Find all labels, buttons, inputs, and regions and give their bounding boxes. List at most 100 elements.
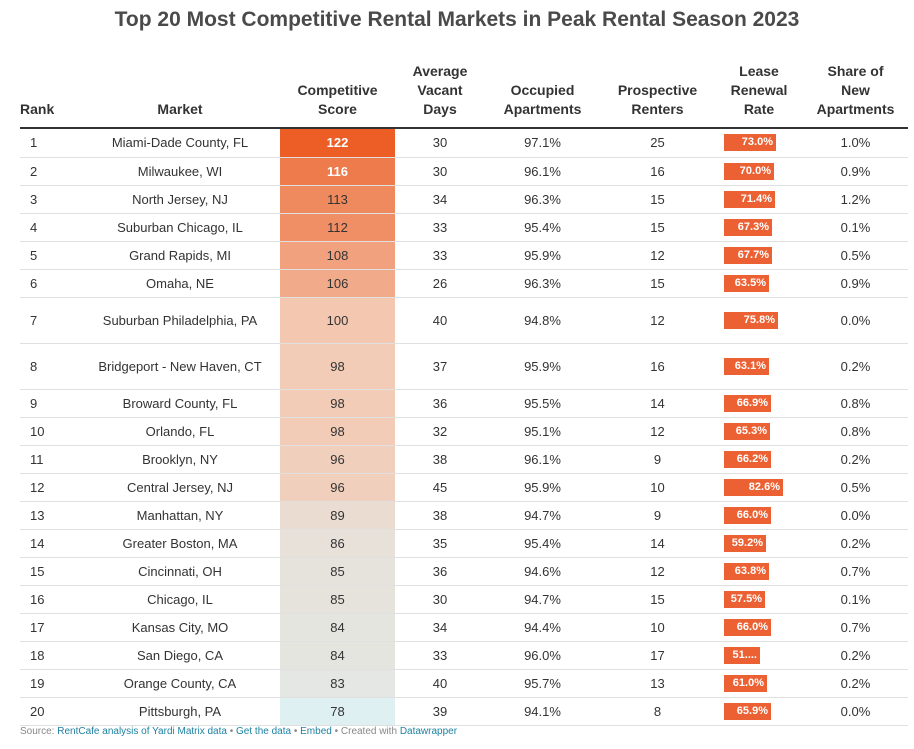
vacant-days-cell: 32 (395, 417, 485, 446)
table-row: 4 Suburban Chicago, IL 112 33 95.4% 15 67.3% 0.… (20, 213, 908, 242)
occupied-cell: 96.1% (485, 157, 600, 186)
renters-cell: 25 (600, 128, 715, 158)
footer: Source: RentCafe analysis of Yardi Matri… (20, 726, 457, 737)
share-cell: 0.9% (803, 269, 908, 298)
score-cell: 108 (280, 241, 395, 270)
footer-separator: • (226, 726, 237, 737)
occupied-cell: 96.1% (485, 445, 600, 474)
renters-cell: 15 (600, 213, 715, 242)
occupied-cell: 95.9% (485, 473, 600, 502)
market-cell: Orange County, CA (80, 669, 280, 698)
table-row: 1 Miami-Dade County, FL 122 30 97.1% 25 73.0% 1… (20, 128, 908, 158)
col-header-score[interactable]: Competitive Score (280, 62, 395, 129)
renewal-bar: 65.9% (724, 702, 771, 720)
col-header-share[interactable]: Share of New Apartments (803, 62, 908, 129)
renewal-cell: 65.3% (715, 417, 803, 446)
score-cell: 84 (280, 641, 395, 670)
occupied-cell: 95.1% (485, 417, 600, 446)
vacant-days-cell: 39 (395, 697, 485, 726)
renewal-bar: 66.0% (724, 506, 771, 524)
col-header-occupied[interactable]: Occupied Apartments (485, 62, 600, 129)
market-cell: Orlando, FL (80, 417, 280, 446)
market-cell: Central Jersey, NJ (80, 473, 280, 502)
vacant-days-cell: 30 (395, 128, 485, 158)
occupied-cell: 94.1% (485, 697, 600, 726)
table-row: 9 Broward County, FL 98 36 95.5% 14 66.9% 0.8% (20, 389, 908, 418)
occupied-cell: 96.0% (485, 641, 600, 670)
table-row: 14 Greater Boston, MA 86 35 95.4% 14 59.2% 0.2% (20, 529, 908, 558)
renewal-cell: 65.9% (715, 697, 803, 726)
renewal-cell: 51.... (715, 641, 803, 670)
renewal-bar: 63.1% (724, 357, 769, 375)
score-cell: 83 (280, 669, 395, 698)
datawrapper-link[interactable]: Datawrapper (399, 726, 458, 737)
col-header-renters[interactable]: Prospective Renters (600, 62, 715, 129)
renters-cell: 15 (600, 185, 715, 214)
share-cell: 0.0% (803, 697, 908, 726)
score-cell: 106 (280, 269, 395, 298)
share-cell: 0.9% (803, 157, 908, 186)
market-cell: Broward County, FL (80, 389, 280, 418)
renewal-cell: 67.7% (715, 241, 803, 270)
renewal-bar: 73.0% (724, 134, 776, 152)
renewal-bar: 63.5% (724, 274, 769, 292)
market-cell: Brooklyn, NY (80, 445, 280, 474)
renewal-cell: 71.4% (715, 185, 803, 214)
renewal-cell: 57.5% (715, 585, 803, 614)
renewal-bar: 65.3% (724, 422, 770, 440)
embed-link[interactable]: Embed (300, 726, 332, 737)
occupied-cell: 96.3% (485, 269, 600, 298)
rank-cell: 18 (20, 641, 80, 670)
renewal-bar: 66.2% (724, 450, 771, 468)
get-data-link[interactable]: Get the data (236, 726, 292, 737)
renters-cell: 12 (600, 241, 715, 270)
renewal-bar: 67.3% (724, 218, 772, 236)
occupied-cell: 94.8% (485, 297, 600, 344)
header-row: Rank Market Competitive Score Average Vaca… (20, 62, 908, 129)
vacant-days-cell: 34 (395, 185, 485, 214)
vacant-days-cell: 45 (395, 473, 485, 502)
col-header-vacant-days[interactable]: Average Vacant Days (395, 62, 485, 129)
share-cell: 0.8% (803, 389, 908, 418)
table-row: 7 Suburban Philadelphia, PA 100 40 94.8% 12 75… (20, 297, 908, 344)
share-cell: 0.2% (803, 445, 908, 474)
rank-cell: 9 (20, 389, 80, 418)
renters-cell: 12 (600, 297, 715, 344)
renewal-cell: 67.3% (715, 213, 803, 242)
renters-cell: 9 (600, 445, 715, 474)
rank-cell: 6 (20, 269, 80, 298)
table-row: 20 Pittsburgh, PA 78 39 94.1% 8 65.9% 0.0% (20, 697, 908, 726)
market-cell: San Diego, CA (80, 641, 280, 670)
score-cell: 96 (280, 473, 395, 502)
rank-cell: 5 (20, 241, 80, 270)
score-cell: 122 (280, 128, 395, 158)
source-link[interactable]: RentCafe analysis of Yardi Matrix data (57, 726, 227, 737)
table-row: 17 Kansas City, MO 84 34 94.4% 10 66.0% 0.7% (20, 613, 908, 642)
renewal-bar: 66.0% (724, 618, 771, 636)
renewal-bar: 61.0% (724, 674, 767, 692)
footer-separator: • (291, 726, 301, 737)
renters-cell: 12 (600, 417, 715, 446)
vacant-days-cell: 30 (395, 585, 485, 614)
share-cell: 0.5% (803, 241, 908, 270)
col-header-market[interactable]: Market (80, 62, 280, 129)
vacant-days-cell: 26 (395, 269, 485, 298)
market-cell: Suburban Philadelphia, PA (80, 297, 280, 344)
rank-cell: 14 (20, 529, 80, 558)
market-cell: Pittsburgh, PA (80, 697, 280, 726)
col-header-renewal[interactable]: Lease Renewal Rate (715, 62, 803, 129)
score-cell: 100 (280, 297, 395, 344)
occupied-cell: 95.5% (485, 389, 600, 418)
score-cell: 98 (280, 343, 395, 390)
occupied-cell: 95.7% (485, 669, 600, 698)
data-table: Rank Market Competitive Score Average Vaca… (20, 62, 908, 726)
score-cell: 116 (280, 157, 395, 186)
renewal-cell: 63.8% (715, 557, 803, 586)
market-cell: Cincinnati, OH (80, 557, 280, 586)
renters-cell: 14 (600, 529, 715, 558)
renewal-cell: 66.2% (715, 445, 803, 474)
share-cell: 0.7% (803, 557, 908, 586)
col-header-rank[interactable]: Rank (20, 62, 80, 129)
renewal-bar: 75.8% (724, 311, 778, 329)
rank-cell: 7 (20, 297, 80, 344)
